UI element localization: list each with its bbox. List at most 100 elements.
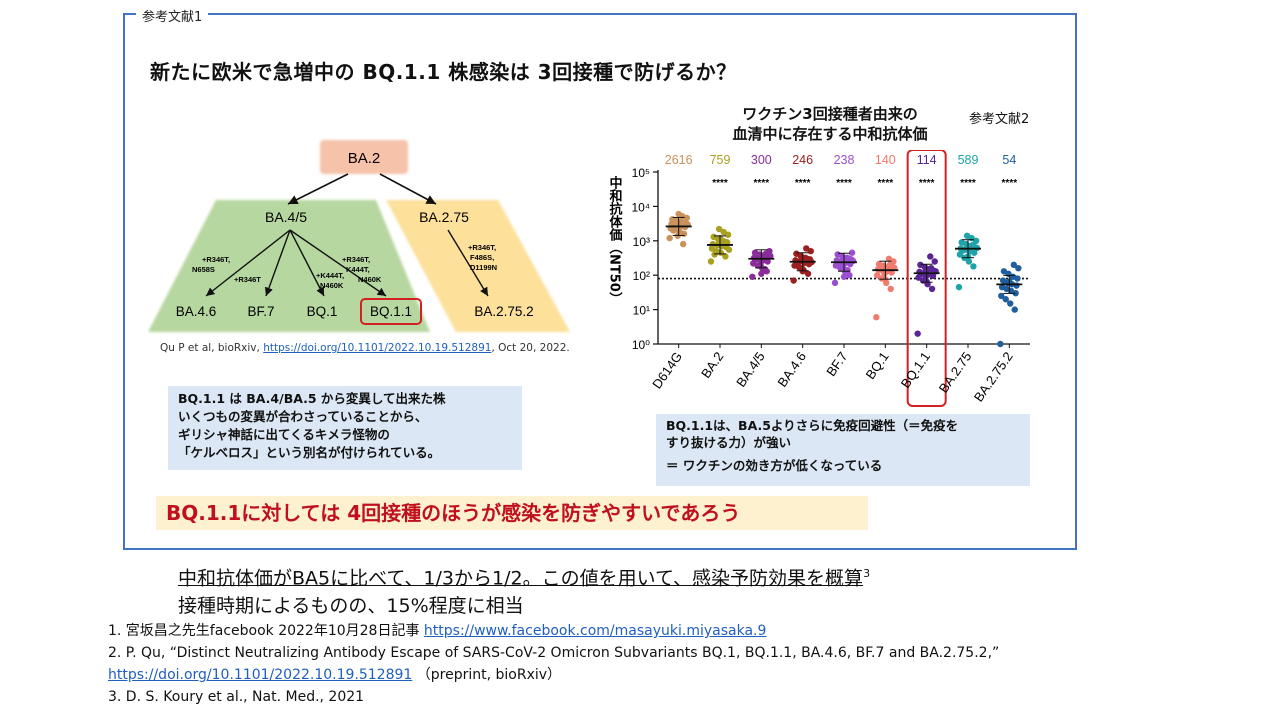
significance-mark: **** — [960, 178, 976, 189]
data-point — [725, 246, 733, 253]
data-point — [958, 239, 965, 246]
data-point — [844, 266, 851, 274]
geomean-label: 300 — [751, 153, 772, 167]
data-point — [751, 249, 759, 256]
data-point — [845, 255, 852, 262]
data-point — [875, 260, 883, 268]
data-point — [835, 260, 842, 267]
significance-mark: **** — [878, 178, 894, 189]
data-point — [998, 292, 1005, 300]
data-point — [794, 261, 801, 269]
data-point — [887, 285, 894, 293]
data-point — [1002, 296, 1009, 303]
slide-title: 新たに欧米で急増中の BQ.1.1 株感染は 3回接種で防げるか？ — [150, 60, 737, 84]
mut-ba2752-1: +R346T, — [468, 243, 496, 252]
x-tick-label: BA.2.75 — [936, 349, 975, 396]
data-point — [715, 225, 723, 233]
chart-title-line1: ワクチン3回接種者由来の — [742, 105, 918, 123]
data-point — [848, 249, 856, 256]
mut-bq1-1: +K444T, — [316, 271, 344, 280]
summary-sup: 3 — [863, 567, 871, 580]
data-point — [914, 330, 921, 337]
data-point — [886, 261, 894, 269]
data-point — [1015, 264, 1022, 272]
y-tick-label: 10¹ — [633, 304, 650, 318]
child-bq11: BQ.1.1 — [370, 304, 412, 319]
data-point — [803, 255, 811, 262]
data-point — [839, 263, 847, 270]
y-axis-label: 中和抗体価（NT50） — [607, 175, 624, 304]
summary-line2: 接種時期によるものの、15%程度に相当 — [178, 595, 524, 618]
geomean-label: 2616 — [665, 153, 693, 167]
data-point — [999, 277, 1007, 284]
citation-suffix: , Oct 20, 2022. — [491, 342, 570, 354]
conclusion-banner: BQ.1.1に対しては 4回接種のほうが感染を防ぎやすいであろう — [156, 496, 868, 530]
summary-line1: 中和抗体価がBA5に比べて、1/3から1/2。この値を用いて、感染予防効果を概算 — [178, 567, 864, 590]
summary: 中和抗体価がBA5に比べて、1/3から1/2。この値を用いて、感染予防効果を概算… — [178, 560, 870, 620]
data-point — [793, 250, 800, 257]
ref2-link[interactable]: https://doi.org/10.1101/2022.10.19.51289… — [108, 667, 413, 683]
mut-bf7-1: +R346T — [234, 275, 261, 284]
data-point — [707, 258, 715, 265]
note-left: BQ.1.1 は BA.4/BA.5 から変異して出来た株 いくつもの変異が合わ… — [168, 386, 522, 470]
ref1-text: 1. 宮坂昌之先生facebook 2022年10月28日記事 — [108, 623, 424, 639]
x-tick-label: BQ.1.1 — [898, 349, 933, 391]
ba275-label: BA.2.75 — [419, 209, 469, 225]
note-left-line: ギリシャ神話に出てくるキメラ怪物の — [178, 427, 390, 442]
root-node-box — [320, 140, 408, 174]
data-point — [970, 263, 977, 270]
data-point — [885, 255, 893, 262]
x-tick-label: BA.4/5 — [733, 349, 768, 390]
chart-title-line2: 血清中に存在する中和抗体価 — [732, 125, 928, 143]
geomean-label: 589 — [958, 153, 979, 167]
frame-label: 参考文献1 — [136, 6, 209, 25]
data-point — [758, 270, 765, 277]
slide-frame — [123, 13, 1077, 550]
significance-mark: **** — [1002, 178, 1018, 189]
references: 1. 宮坂昌之先生facebook 2022年10月28日記事 https://… — [108, 620, 1268, 708]
x-tick-label: D614G — [649, 349, 685, 391]
data-point — [804, 270, 812, 277]
data-point — [790, 277, 797, 284]
data-point — [1011, 306, 1018, 313]
data-point — [799, 268, 806, 275]
ref2-suffix: （preprint, bioRxiv） — [416, 667, 562, 683]
note-left-line: いくつもの変異が合わさっていることから、 — [178, 409, 428, 424]
ba45-region — [148, 200, 430, 332]
citation-link[interactable]: https://doi.org/10.1101/2022.10.19.51289… — [263, 342, 492, 354]
mut-ba46-1: +R346T, — [202, 255, 230, 264]
mut-ba2752-2: F486S, — [470, 253, 494, 262]
geomean-label: 114 — [917, 153, 937, 167]
data-point — [762, 250, 770, 257]
data-point — [1010, 261, 1018, 269]
mut-bq11-1: +R346T, — [342, 255, 370, 264]
geomean-label: 759 — [710, 153, 731, 167]
data-point — [710, 233, 717, 241]
child-ba2752: BA.2.75.2 — [474, 304, 533, 319]
y-tick-label: 10³ — [633, 235, 650, 249]
data-point — [881, 270, 888, 277]
data-point — [666, 234, 673, 242]
data-point — [679, 240, 687, 248]
significance-mark: **** — [836, 178, 852, 189]
significance-mark: **** — [919, 178, 935, 189]
chart-title: ワクチン3回接種者由来の 血清中に存在する中和抗体価 — [660, 104, 1000, 144]
data-point — [720, 228, 727, 236]
root-node-label: BA.2 — [348, 150, 381, 167]
child-bq1: BQ.1 — [307, 304, 338, 319]
data-point — [969, 241, 976, 249]
data-point — [803, 245, 810, 252]
geomean-label: 140 — [875, 153, 896, 167]
significance-mark: **** — [754, 178, 770, 189]
data-point — [927, 264, 935, 272]
ref1-link[interactable]: https://www.facebook.com/masayuki.miyasa… — [423, 623, 767, 639]
tree-citation: Qu P et al, bioRxiv, https://doi.org/10.… — [160, 342, 570, 354]
data-point — [670, 227, 677, 234]
data-point — [711, 251, 718, 258]
data-point — [1007, 300, 1014, 307]
y-tick-label: 10² — [633, 269, 650, 283]
mut-bq1-2: N460K — [320, 281, 344, 290]
x-tick-label: BF.7 — [823, 349, 850, 379]
data-point — [922, 273, 929, 280]
x-tick-label: BA.4.6 — [774, 349, 809, 390]
